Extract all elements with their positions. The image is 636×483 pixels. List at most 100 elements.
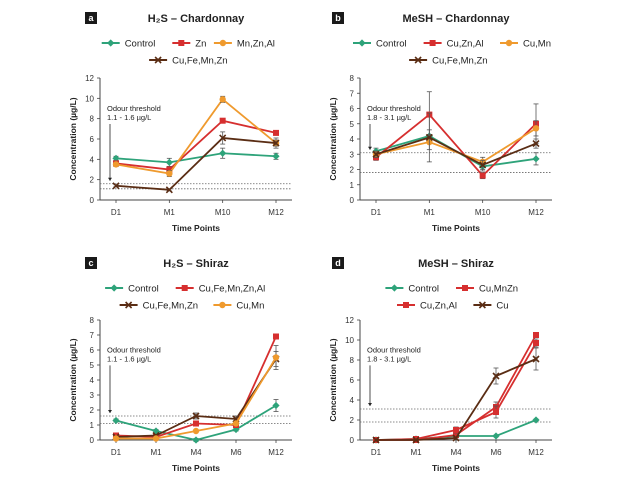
data-point bbox=[165, 186, 173, 194]
legend-marker bbox=[462, 285, 468, 291]
data-point bbox=[272, 401, 280, 410]
x-tick-label: D1 bbox=[111, 448, 122, 457]
x-tick-label: M10 bbox=[215, 208, 231, 217]
legend-marker bbox=[414, 56, 422, 64]
legend-item-cu-mn: Cu,Mn bbox=[500, 38, 551, 49]
legend-label: Mn,Zn,Al bbox=[237, 38, 275, 49]
data-point bbox=[219, 149, 227, 157]
legend-item-cu-zn-al: Cu,Zn,Al bbox=[397, 300, 457, 311]
legend-label: Cu,Zn,Al bbox=[447, 38, 484, 49]
data-point bbox=[492, 432, 500, 440]
y-axis-label: Concentration (µg/L) bbox=[328, 338, 338, 421]
threshold-range: 1.1 - 1.6 µg/L bbox=[107, 113, 151, 122]
threshold-range: 1.8 - 3.1 µg/L bbox=[367, 113, 411, 122]
legend-label: Zn bbox=[195, 38, 206, 49]
chart-title-b: MeSH – Chardonnay bbox=[403, 13, 511, 25]
y-tick-label: 1 bbox=[350, 181, 355, 190]
data-point bbox=[192, 412, 200, 420]
data-point bbox=[112, 435, 120, 442]
legend-item-control: Control bbox=[385, 283, 439, 294]
legend-label: Cu bbox=[496, 300, 508, 311]
x-tick-label: M12 bbox=[268, 448, 284, 457]
y-tick-label: 4 bbox=[90, 155, 95, 164]
threshold-range: 1.1 - 1.6 µg/L bbox=[107, 354, 151, 363]
panel-letter-b: b bbox=[335, 13, 341, 23]
legend-label: Cu,Zn,Al bbox=[420, 300, 457, 311]
legend-label: Control bbox=[128, 283, 159, 294]
legend-marker bbox=[478, 301, 486, 309]
series-control bbox=[112, 147, 280, 167]
legend-item-mn-zn-al: Mn,Zn,Al bbox=[213, 38, 275, 49]
y-tick-label: 0 bbox=[350, 196, 355, 205]
y-tick-label: 7 bbox=[350, 89, 355, 98]
legend-label: Cu,Fe,Mn,Zn,Al bbox=[199, 283, 266, 294]
data-point bbox=[219, 117, 226, 124]
series-cu-mn bbox=[112, 345, 280, 442]
data-point bbox=[533, 332, 539, 338]
y-tick-label: 3 bbox=[350, 150, 355, 159]
legend-marker bbox=[219, 301, 226, 309]
series-line bbox=[115, 137, 277, 191]
y-tick-label: 8 bbox=[350, 356, 355, 365]
x-axis-label: Time Points bbox=[432, 463, 480, 473]
data-point bbox=[165, 158, 173, 166]
data-point bbox=[112, 154, 120, 162]
y-axis-label: Concentration (µg/L) bbox=[68, 338, 78, 421]
panel-badge-a bbox=[85, 12, 97, 24]
y-tick-label: 0 bbox=[90, 196, 95, 205]
y-tick-label: 6 bbox=[90, 135, 95, 144]
legend-item-cu-mnzn: Cu,MnZn bbox=[456, 283, 518, 294]
y-tick-label: 3 bbox=[90, 391, 95, 400]
x-tick-label: M12 bbox=[528, 448, 544, 457]
data-point bbox=[425, 133, 433, 142]
data-point bbox=[232, 420, 240, 427]
data-point bbox=[532, 355, 540, 363]
x-tick-label: M1 bbox=[150, 448, 162, 457]
data-point bbox=[532, 125, 540, 132]
x-tick-label: M6 bbox=[490, 448, 502, 457]
data-point bbox=[272, 152, 280, 160]
x-tick-label: M1 bbox=[410, 448, 422, 457]
legend-label: Control bbox=[376, 38, 407, 49]
data-point bbox=[532, 140, 540, 148]
legend-label: Cu,Mn bbox=[523, 38, 551, 49]
y-tick-label: 4 bbox=[90, 376, 95, 385]
threshold-arrowhead bbox=[108, 410, 112, 413]
panel-d: d MeSH – Shiraz Control Cu,MnZn Cu,Zn,Al Cu 0 2… bbox=[328, 257, 552, 473]
legend-label: Control bbox=[125, 38, 156, 49]
data-point bbox=[219, 134, 227, 142]
panel-letter-d: d bbox=[335, 258, 341, 268]
legend-marker bbox=[429, 40, 436, 46]
legend-marker bbox=[505, 39, 513, 47]
threshold-arrowhead bbox=[368, 403, 372, 406]
x-tick-label: M4 bbox=[190, 448, 202, 457]
series-cu bbox=[372, 347, 540, 444]
data-point bbox=[452, 434, 460, 442]
data-point bbox=[166, 166, 173, 173]
panel-badge-c bbox=[85, 257, 97, 269]
legend-item-cu-fe-mn-zn-al: Cu,Fe,Mn,Zn,Al bbox=[175, 283, 266, 294]
series-cu-mn bbox=[372, 120, 540, 167]
data-point bbox=[112, 416, 120, 425]
legend-label: Control bbox=[408, 283, 439, 294]
data-point bbox=[112, 161, 120, 168]
y-tick-label: 2 bbox=[90, 176, 95, 185]
y-tick-label: 8 bbox=[90, 115, 95, 124]
legend-item-zn: Zn bbox=[172, 38, 206, 49]
y-tick-label: 0 bbox=[90, 436, 95, 445]
data-point bbox=[533, 340, 539, 346]
legend-marker bbox=[178, 40, 185, 46]
series-line bbox=[375, 136, 537, 166]
legend-label: Cu,Fe,Mn,Zn bbox=[432, 55, 487, 66]
legend-marker bbox=[403, 302, 409, 308]
data-point bbox=[493, 409, 499, 415]
series-control bbox=[112, 399, 280, 444]
data-point bbox=[532, 155, 540, 163]
y-tick-label: 6 bbox=[350, 105, 355, 114]
legend-marker bbox=[125, 301, 133, 309]
x-tick-label: M12 bbox=[528, 208, 544, 217]
series-line bbox=[115, 152, 277, 164]
data-point bbox=[453, 427, 459, 433]
data-point bbox=[492, 372, 500, 380]
